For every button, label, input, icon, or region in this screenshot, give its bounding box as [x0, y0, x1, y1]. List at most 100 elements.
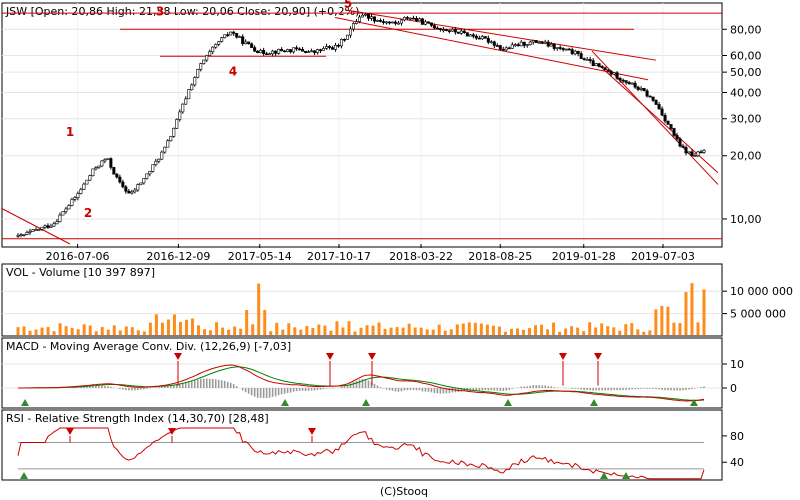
- volume-bar: [82, 324, 86, 335]
- wave-label: 5: [344, 0, 352, 11]
- candle-body: [148, 171, 152, 175]
- volume-bar: [702, 289, 706, 335]
- rsi-y-tick-label: 80: [730, 430, 744, 443]
- candle-body: [468, 34, 472, 37]
- volume-bar: [660, 305, 664, 335]
- candle-body: [325, 46, 329, 49]
- volume-bar: [503, 331, 507, 335]
- candle-body: [525, 44, 529, 46]
- volume-bar: [263, 310, 267, 335]
- price-x-tick-label: 2017-05-14: [228, 250, 292, 263]
- candle-body: [46, 225, 50, 228]
- candle-body: [642, 88, 646, 92]
- volume-bar: [618, 330, 622, 335]
- candle-body: [217, 41, 221, 45]
- candle-body: [160, 151, 164, 160]
- candle-body: [208, 51, 212, 56]
- candle-body: [645, 90, 649, 97]
- candle-body: [531, 40, 535, 43]
- candle-body: [238, 36, 242, 38]
- candle-body: [100, 160, 104, 167]
- candle-body: [127, 190, 131, 194]
- volume-bar: [154, 314, 158, 335]
- volume-grid: [2, 290, 722, 315]
- candle-body: [37, 229, 41, 231]
- price-y-tick-label: 20,00: [730, 150, 762, 163]
- candle-body: [64, 208, 68, 212]
- candle-body: [112, 167, 116, 175]
- volume-bar: [690, 283, 694, 335]
- candle-body: [19, 234, 23, 237]
- candle-body: [540, 42, 544, 44]
- candle-body: [343, 38, 347, 41]
- candle-body: [555, 47, 559, 49]
- rsi-line: [17, 427, 705, 480]
- candle-body: [205, 55, 209, 61]
- candles: [16, 12, 706, 238]
- wave-label: 3: [156, 4, 164, 18]
- volume-bar: [287, 323, 291, 335]
- candle-body: [73, 197, 77, 200]
- candle-body: [94, 167, 98, 170]
- volume-bar: [293, 327, 297, 335]
- candle-body: [657, 104, 661, 110]
- wave-label: 4: [229, 65, 237, 79]
- volume-bar: [275, 322, 279, 335]
- candle-body: [52, 223, 56, 227]
- volume-bar: [600, 323, 604, 335]
- sell-signal-icon: [308, 428, 316, 435]
- price-x-tick-label: 2018-03-22: [389, 250, 453, 263]
- volume-bar: [672, 322, 676, 335]
- price-y-tick-label: 40,00: [730, 86, 762, 99]
- price-panel: [1, 2, 723, 248]
- candle-body: [133, 189, 137, 193]
- candle-body: [241, 36, 245, 44]
- candle-body: [115, 173, 119, 178]
- candle-body: [672, 128, 676, 136]
- candle-body: [618, 78, 622, 81]
- volume-bar: [353, 331, 357, 335]
- price-x-tick-label: 2019-07-03: [631, 250, 695, 263]
- candle-body: [316, 49, 320, 53]
- price-x-tick-label: 2018-08-25: [468, 250, 532, 263]
- candle-body: [411, 17, 415, 20]
- candle-body: [304, 50, 308, 53]
- candle-body: [268, 53, 272, 56]
- candle-body: [118, 176, 122, 183]
- volume-bar: [76, 329, 80, 335]
- candle-body: [334, 45, 338, 50]
- macd-signals: [21, 353, 698, 406]
- volume-bar: [419, 327, 423, 335]
- trend-line: [344, 9, 657, 61]
- candle-body: [271, 50, 275, 55]
- macd-panel: [1, 337, 723, 409]
- footer-credit: (C)Stooq: [380, 485, 428, 498]
- candle-body: [151, 164, 155, 172]
- volume-bar: [437, 324, 441, 335]
- volume-bar: [341, 327, 345, 335]
- price-y-axis: 10,00 20,00 30,00 40,00 50,00 60,00 80,00: [722, 23, 762, 226]
- volume-bar: [407, 323, 411, 335]
- candle-body: [552, 44, 556, 49]
- candle-body: [193, 77, 197, 86]
- candle-body: [154, 160, 158, 165]
- volume-bar: [365, 325, 369, 335]
- candle-body: [259, 50, 263, 54]
- volume-title: VOL - Volume [10 397 897]: [6, 266, 155, 279]
- volume-bar: [642, 331, 646, 335]
- candle-body: [301, 49, 305, 52]
- volume-bar: [558, 331, 562, 335]
- candle-body: [283, 50, 287, 53]
- sell-signal-icon: [168, 428, 176, 435]
- candle-body: [420, 18, 424, 25]
- volume-bar: [534, 325, 538, 335]
- candle-body: [58, 214, 62, 222]
- sell-signal-icon: [594, 353, 602, 360]
- candle-body: [97, 165, 101, 168]
- price-y-tick-label: 50,00: [730, 66, 762, 79]
- candle-body: [163, 146, 167, 153]
- candle-body: [576, 50, 580, 54]
- candle-body: [378, 20, 382, 22]
- volume-bar: [335, 321, 339, 335]
- wave-label: 2: [84, 206, 92, 220]
